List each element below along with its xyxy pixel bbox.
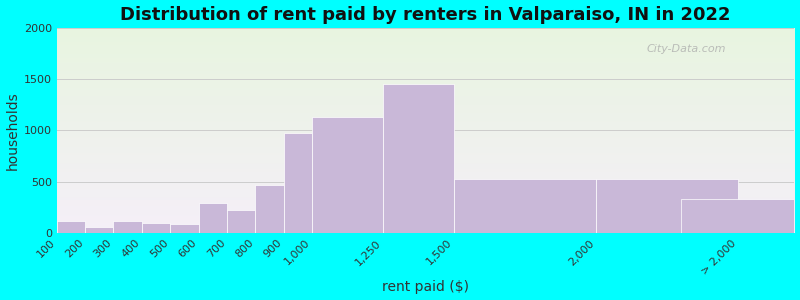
Bar — [312, 117, 383, 233]
Bar — [284, 133, 312, 233]
Bar — [114, 221, 142, 233]
Title: Distribution of rent paid by renters in Valparaiso, IN in 2022: Distribution of rent paid by renters in … — [120, 6, 731, 24]
Bar — [681, 199, 794, 233]
Bar — [170, 224, 198, 233]
Bar — [85, 227, 114, 233]
Bar — [383, 84, 454, 233]
Text: City-Data.com: City-Data.com — [647, 44, 726, 54]
X-axis label: rent paid ($): rent paid ($) — [382, 280, 469, 294]
Bar — [227, 210, 255, 233]
Bar — [142, 223, 170, 233]
Bar — [255, 185, 284, 233]
Bar — [596, 179, 738, 233]
Bar — [454, 179, 596, 233]
Bar — [57, 221, 85, 233]
Y-axis label: households: households — [6, 91, 19, 170]
Bar — [198, 203, 227, 233]
